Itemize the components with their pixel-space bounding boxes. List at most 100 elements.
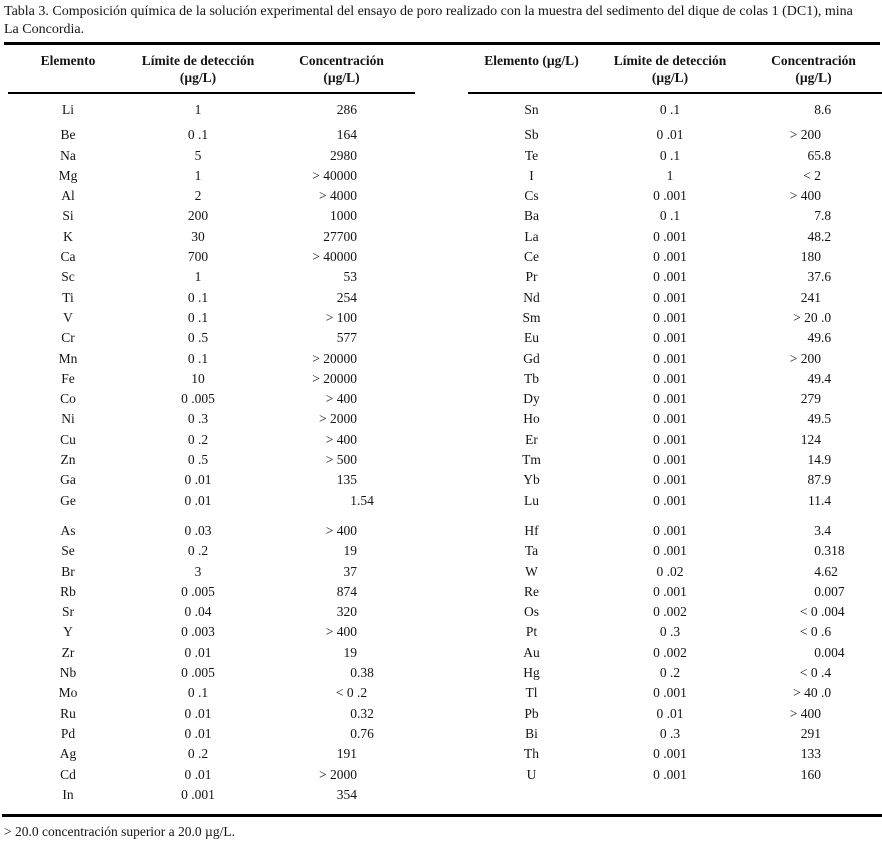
concentration-cell: > 500: [268, 450, 415, 470]
concentration-frac: [821, 349, 882, 369]
concentration-cell: 27700: [268, 227, 415, 247]
concentration-int: 320: [336, 604, 357, 620]
row-group: As 0 .03 > 400 Se 0 .2 19 Br 3 37 Rb 0 .005 874 Sr 0 …: [8, 521, 415, 805]
element-cell: Yb: [523, 472, 540, 488]
table-row-Ru: Ru 0 .01 0.32: [8, 704, 415, 724]
concentration-frac: [357, 582, 415, 602]
concentration-cell: 874: [268, 582, 415, 602]
table-row-Au: Au 0 .002 0.004: [468, 643, 882, 663]
element-cell: Na: [60, 147, 76, 163]
concentration-int: > 400: [325, 624, 357, 640]
concentration-frac: [821, 288, 882, 308]
table-row-Sb: Sb 0 .01 > 200: [468, 125, 882, 145]
detection-limit-cell: 0 .001: [181, 786, 215, 802]
concentration-frac: [357, 146, 415, 166]
element-cell: Re: [524, 583, 539, 599]
detection-limit-cell: 0 .001: [653, 188, 687, 204]
detection-limit-cell: 0 .2: [187, 543, 209, 559]
detection-limit-cell: 1: [194, 269, 202, 285]
concentration-cell: > 400: [745, 186, 882, 206]
concentration-frac: [357, 744, 415, 764]
detection-limit-cell: 700: [187, 249, 209, 265]
concentration-cell: 354: [268, 785, 415, 805]
table-row-Hg: Hg 0 .2 < 0 .4: [468, 663, 882, 683]
concentration-frac: [357, 785, 415, 805]
detection-limit-cell: 2: [194, 188, 202, 204]
row-group: Hf 0 .001 3.4 Ta 0 .001 0.318 W 0 .02 4.62 Re 0 .0…: [468, 521, 882, 785]
detection-limit-cell: 0 .3: [659, 725, 681, 741]
concentration-int: 241: [800, 289, 821, 305]
detection-limit-cell: 0 .01: [184, 725, 212, 741]
concentration-cell: 164: [268, 125, 415, 145]
element-cell: Ta: [524, 543, 539, 559]
concentration-int: < 2: [803, 167, 821, 183]
detection-limit-cell: 0 .01: [184, 705, 212, 721]
detection-limit-cell: 5: [194, 147, 202, 163]
element-cell: Si: [62, 208, 74, 224]
element-cell: Zn: [60, 452, 76, 468]
table-row-Hf: Hf 0 .001 3.4: [468, 521, 882, 541]
element-cell: V: [63, 309, 73, 325]
element-cell: Al: [61, 188, 75, 204]
detection-limit-cell: 10: [191, 370, 205, 386]
concentration-cell: 37: [268, 562, 415, 582]
concentration-cell: > 400: [268, 622, 415, 642]
element-cell: W: [525, 563, 538, 579]
concentration-frac: [821, 125, 882, 145]
detection-limit-cell: 0 .001: [653, 350, 687, 366]
concentration-frac: .8: [821, 147, 832, 163]
table-row-Cu: Cu 0 .2 > 400: [8, 430, 415, 450]
concentration-frac: .4: [821, 665, 832, 681]
table-row-Na: Na 5 2980: [8, 146, 415, 166]
element-cell: Pr: [525, 269, 538, 285]
concentration-cell: 135: [268, 470, 415, 490]
concentration-cell: 0.318: [745, 541, 882, 561]
concentration-frac: [357, 308, 415, 328]
concentration-cell: 1.54: [268, 491, 415, 511]
concentration-int: 49: [807, 411, 822, 427]
column-header-unit: [8, 69, 128, 86]
concentration-frac: [357, 227, 415, 247]
table-row-I: I 1 < 2: [468, 166, 882, 186]
concentration-int: < 0: [799, 604, 821, 620]
detection-limit-cell: 0 .1: [187, 350, 209, 366]
table-row-In: In 0 .001 354: [8, 785, 415, 805]
concentration-frac: [821, 704, 882, 724]
concentration-frac: [357, 562, 415, 582]
element-cell: Te: [524, 147, 539, 163]
concentration-int: < 0: [799, 624, 821, 640]
concentration-frac: .2: [821, 228, 832, 244]
concentration-frac: .6: [821, 624, 832, 640]
concentration-cell: 19: [268, 643, 415, 663]
column-header-label: Límite de detección: [613, 52, 727, 68]
table-row-Nd: Nd 0 .001 241: [468, 288, 882, 308]
concentration-cell: 2980: [268, 146, 415, 166]
detection-limit-cell: 0 .2: [187, 431, 209, 447]
footnote: > 20.0 concentración superior a 20.0 µg/…: [4, 824, 235, 840]
concentration-frac: [357, 328, 415, 348]
concentration-int: 160: [800, 766, 821, 782]
column-header-unit: [468, 69, 595, 86]
concentration-cell: 14.9: [745, 450, 882, 470]
element-cell: Mg: [58, 167, 78, 183]
concentration-cell: 4.62: [745, 562, 882, 582]
element-cell: Ba: [524, 208, 539, 224]
table-row-Tb: Tb 0 .001 49.4: [468, 369, 882, 389]
element-cell: Ga: [60, 472, 76, 488]
table-row-Th: Th 0 .001 133: [468, 744, 882, 764]
detection-limit-cell: 1: [194, 167, 202, 183]
detection-limit-cell: 0 .001: [653, 269, 687, 285]
detection-limit-cell: 30: [191, 228, 205, 244]
element-cell: Ni: [61, 411, 75, 427]
concentration-cell: 180: [745, 247, 882, 267]
element-cell: Ge: [60, 492, 76, 508]
column-header-label: Elemento: [40, 52, 96, 68]
element-cell: U: [526, 766, 537, 782]
table-row-Zn: Zn 0 .5 > 500: [8, 450, 415, 470]
concentration-cell: > 100: [268, 308, 415, 328]
detection-limit-cell: 0 .1: [187, 289, 209, 305]
table-row-K: K 30 27700: [8, 227, 415, 247]
concentration-int: 191: [336, 746, 357, 762]
detection-limit-cell: 200: [187, 208, 209, 224]
table-header: Elemento (µg/L) Límite de detección (µg/L…: [468, 45, 882, 92]
